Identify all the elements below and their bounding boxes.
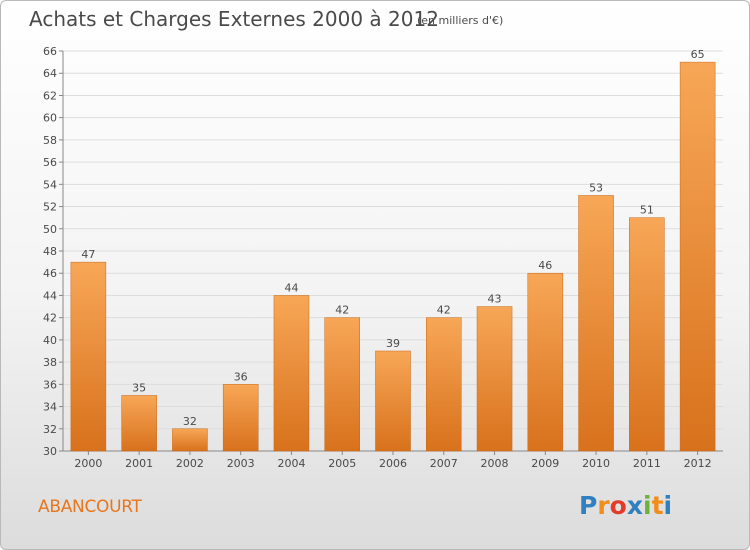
y-tick-label: 32 <box>43 423 57 436</box>
x-tick-label: 2010 <box>582 457 610 470</box>
x-tick-label: 2004 <box>277 457 305 470</box>
y-tick-label: 40 <box>43 334 57 347</box>
bar-value-label: 42 <box>335 304 349 317</box>
bar <box>679 61 716 452</box>
x-tick-label: 2001 <box>125 457 153 470</box>
bar-value-label: 35 <box>132 381 146 394</box>
bar-value-label: 65 <box>691 48 705 61</box>
logo-letter: P <box>579 491 598 520</box>
bars <box>70 61 716 452</box>
y-tick-label: 34 <box>43 401 57 414</box>
bar-value-label: 36 <box>234 370 248 383</box>
x-tick-label: 2007 <box>430 457 458 470</box>
chart-title: Achats et Charges Externes 2000 à 2012 <box>29 7 439 31</box>
proxiti-logo[interactable]: Proxiti <box>579 491 672 520</box>
logo-letter: r <box>597 491 610 520</box>
x-tick-label: 2000 <box>74 457 102 470</box>
y-tick-label: 60 <box>43 112 57 125</box>
y-tick-label: 56 <box>43 156 57 169</box>
chart-subtitle: (en milliers d'€) <box>417 14 504 27</box>
bar-value-label: 43 <box>488 293 502 306</box>
x-tick-label: 2008 <box>481 457 509 470</box>
y-tick-label: 58 <box>43 134 57 147</box>
logo-letter: i <box>663 491 673 520</box>
commune-name: ABANCOURT <box>38 497 142 517</box>
bar <box>324 317 360 452</box>
y-tick-label: 30 <box>43 445 57 458</box>
y-tick-label: 64 <box>43 67 57 80</box>
x-tick-label: 2002 <box>176 457 204 470</box>
bar <box>629 217 665 452</box>
bar-value-label: 51 <box>640 204 654 217</box>
y-tick-label: 50 <box>43 223 57 236</box>
x-tick-label: 2009 <box>531 457 559 470</box>
x-tick-label: 2006 <box>379 457 407 470</box>
labels: 47 2000 35 2001 32 2002 36 2003 44 2004 42 2005 39 20… <box>74 48 711 470</box>
x-tick-label: 2003 <box>227 457 255 470</box>
bar <box>222 384 259 452</box>
bar-value-label: 32 <box>183 415 197 428</box>
logo-letter: t <box>651 491 664 520</box>
y-tick-label: 42 <box>43 312 57 325</box>
bar <box>273 295 310 452</box>
bar-value-label: 47 <box>81 248 95 261</box>
y-tick-label: 66 <box>43 45 57 58</box>
bar <box>172 428 208 452</box>
y-tick-label: 62 <box>43 89 57 102</box>
y-tick-label: 44 <box>43 289 57 302</box>
bar-value-label: 46 <box>538 259 552 272</box>
bar <box>527 272 564 452</box>
bar <box>375 350 411 452</box>
logo-letter: x <box>626 491 643 520</box>
y-tick-label: 54 <box>43 178 57 191</box>
y-tick-label: 48 <box>43 245 57 258</box>
bar-value-label: 39 <box>386 337 400 350</box>
x-tick-label: 2012 <box>684 457 712 470</box>
bar <box>426 317 462 452</box>
bar <box>121 395 157 452</box>
x-tick-label: 2011 <box>633 457 661 470</box>
y-tick-label: 46 <box>43 267 57 280</box>
y-tick-label: 38 <box>43 356 57 369</box>
x-tick-label: 2005 <box>328 457 356 470</box>
bar-value-label: 53 <box>589 181 603 194</box>
logo-letter: i <box>643 491 652 520</box>
y-tick-label: 52 <box>43 201 57 214</box>
bar-value-label: 42 <box>437 304 451 317</box>
bar <box>476 306 513 452</box>
logo-letter: o <box>609 491 627 520</box>
y-tick-label: 36 <box>43 378 57 391</box>
bar <box>578 195 614 452</box>
bar <box>70 261 107 452</box>
bar-value-label: 44 <box>284 281 298 294</box>
